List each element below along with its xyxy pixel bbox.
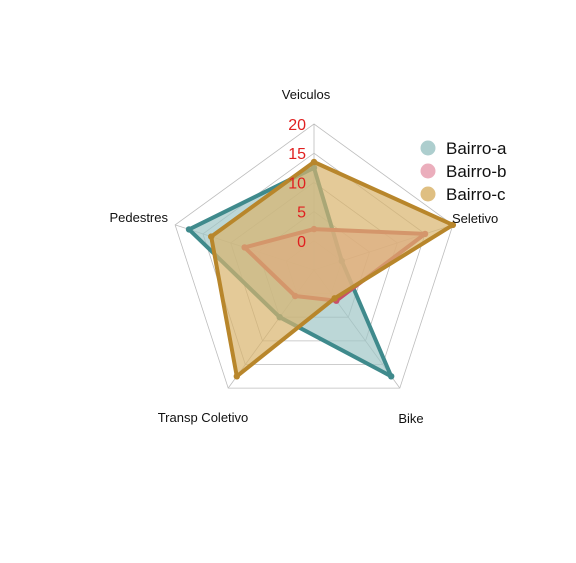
data-point (388, 373, 394, 379)
tick-label: 15 (288, 146, 306, 163)
legend-swatch (421, 164, 436, 179)
axis-label-veiculos: Veiculos (282, 87, 331, 102)
legend-swatch (421, 141, 436, 156)
data-point (311, 159, 317, 165)
tick-label: 0 (297, 234, 306, 251)
legend-item-bairro-a: Bairro-a (421, 139, 508, 158)
axis-label-bike: Bike (398, 411, 423, 426)
legend-swatch (421, 187, 436, 202)
legend-label: Bairro-b (446, 162, 506, 181)
axis-label-transp-coletivo: Transp Coletivo (158, 410, 249, 425)
legend: Bairro-a Bairro-b Bairro-c (421, 139, 508, 204)
legend-label: Bairro-c (446, 185, 506, 204)
data-point (331, 295, 337, 301)
legend-label: Bairro-a (446, 139, 507, 158)
legend-item-bairro-b: Bairro-b (421, 162, 507, 181)
legend-item-bairro-c: Bairro-c (421, 185, 507, 204)
series-layer (186, 159, 456, 380)
tick-label: 20 (288, 117, 306, 134)
data-point (234, 373, 240, 379)
tick-label: 10 (288, 175, 306, 192)
tick-label: 5 (297, 205, 306, 222)
axis-label-seletivo: Seletivo (452, 211, 498, 226)
axis-label-pedestres: Pedestres (109, 210, 168, 225)
data-point (186, 226, 192, 232)
data-point (208, 233, 214, 239)
